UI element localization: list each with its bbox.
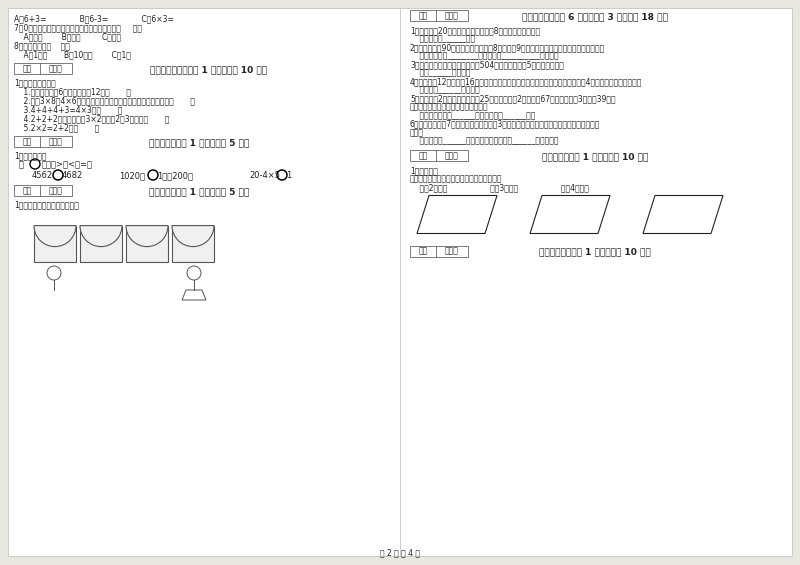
Wedge shape (34, 225, 76, 246)
Text: 5、实验小学2年级订《数学报》25份，三年级比2年级多订67份，四年级比3年级小39份，: 5、实验小学2年级订《数学报》25份，三年级比2年级多订67份，四年级比3年级小… (410, 94, 616, 103)
Text: 第 2 页 共 4 页: 第 2 页 共 4 页 (380, 549, 420, 558)
Text: 得分: 得分 (418, 246, 427, 255)
Bar (172, 225, 214, 262)
Text: 答：小红看了________页，还剩下__________页没看。: 答：小红看了________页，还剩下__________页没看。 (410, 51, 558, 60)
Text: 4682: 4682 (62, 171, 83, 180)
Text: 1千克200克: 1千克200克 (157, 171, 193, 180)
Bar (80, 225, 122, 262)
Text: 评卷人: 评卷人 (445, 246, 458, 255)
Bar (410, 10, 468, 21)
Text: 4562: 4562 (32, 171, 53, 180)
Text: 在: 在 (19, 160, 24, 169)
Text: 增加2个直角                  增加3个直角                  增加4个直角: 增加2个直角 增加3个直角 增加4个直角 (410, 183, 589, 192)
Text: 1、判断正确与否。: 1、判断正确与否。 (14, 78, 56, 87)
Text: A、直角        B、锐角         C、镢角: A、直角 B、锐角 C、镢角 (14, 32, 121, 41)
Bar (14, 136, 72, 147)
Text: 答：白熊有______只。: 答：白熊有______只。 (410, 34, 475, 44)
Text: 五、判断对与错（共 1 大题，共计 10 分）: 五、判断对与错（共 1 大题，共计 10 分） (150, 65, 267, 74)
Text: 评卷人: 评卷人 (49, 186, 62, 195)
Bar (14, 185, 72, 196)
Text: 得分: 得分 (22, 137, 31, 146)
Text: 2、小红看一本90页的书，平均每天看8页，看了9天，小红看了多少页？还剩多少页没看？: 2、小红看一本90页的书，平均每天看8页，看了9天，小红看了多少页？还剩多少页没… (410, 43, 606, 52)
Text: 1、我会比较。: 1、我会比较。 (14, 151, 46, 160)
Text: 1020克: 1020克 (119, 171, 145, 180)
Text: 评卷人: 评卷人 (49, 137, 62, 146)
Text: 十一、附加题（共 1 大题，共计 10 分）: 十一、附加题（共 1 大题，共计 10 分） (539, 247, 651, 257)
Text: 5.2×2=2+2。（       ）: 5.2×2=2+2。（ ） (14, 123, 99, 132)
Bar (410, 150, 468, 161)
Text: 1、动物园有20只黑熊，黑熊比白熊多8只，白熊有多少只？: 1、动物园有20只黑熊，黑熊比白熊多8只，白熊有多少只？ (410, 26, 540, 35)
Text: 答：______天做完。: 答：______天做完。 (410, 68, 470, 77)
Text: 七、连一连（共 1 大题，共计 5 分）: 七、连一连（共 1 大题，共计 5 分） (149, 187, 249, 196)
Text: 2.因为3×8和4×6的得数相同，所以计算时用同一句乘法口诀。（       ）: 2.因为3×8和4×6的得数相同，所以计算时用同一句乘法口诀。（ ） (14, 96, 195, 105)
Text: 给下面的图形添上一条线段，使它符合要求。: 给下面的图形添上一条线段，使它符合要求。 (410, 175, 502, 184)
Text: 3.4+4+4+3=4×3。（       ）: 3.4+4+4+3=4×3。（ ） (14, 105, 122, 114)
Text: 得分: 得分 (22, 64, 31, 73)
Text: 1.两个乘数都是6，它们的积是12。（       ）: 1.两个乘数都是6，它们的积是12。（ ） (14, 87, 131, 96)
Text: 8、食指的宽度（    ）。: 8、食指的宽度（ ）。 (14, 41, 70, 50)
Wedge shape (172, 225, 214, 246)
Text: 7、0点整的时候，钟面上时针和分针所成的角是（     ）。: 7、0点整的时候，钟面上时针和分针所成的角是（ ）。 (14, 23, 142, 32)
Text: 6、小明有故事書7本，小丽的故事书是他3倍，小丽有多少本故事书？他们一共有多少本故: 6、小明有故事書7本，小丽的故事书是他3倍，小丽有多少本故事书？他们一共有多少本… (410, 120, 600, 128)
Text: 1: 1 (286, 171, 291, 180)
Text: 评卷人: 评卷人 (445, 151, 458, 160)
Text: 4、妈妈买来12只苹果和16只梨，如果要把它们全部装在袋子里，每只袋子只能装4只水果，需要几只袋子？: 4、妈妈买来12只苹果和16只梨，如果要把它们全部装在袋子里，每只袋子只能装4只… (410, 77, 642, 86)
Text: 里填上>、<或=。: 里填上>、<或=。 (42, 160, 93, 169)
Wedge shape (126, 225, 168, 246)
Bar (34, 225, 76, 262)
Text: A、6+3=              B、6-3=              C、6×3=: A、6+3= B、6-3= C、6×3= (14, 14, 174, 23)
Text: 得分: 得分 (418, 11, 427, 20)
Text: 1、聰明屋。: 1、聰明屋。 (410, 166, 438, 175)
Text: 八、解决问题（共 6 小题，每题 3 分，共计 18 分）: 八、解决问题（共 6 小题，每题 3 分，共计 18 分） (522, 12, 668, 21)
Bar (410, 246, 468, 257)
Bar (126, 225, 168, 262)
Text: 20-4×5: 20-4×5 (249, 171, 280, 180)
Text: 评卷人: 评卷人 (445, 11, 458, 20)
Wedge shape (80, 225, 122, 246)
Text: 事书？: 事书？ (410, 128, 424, 137)
Text: 答：需要______只袋子。: 答：需要______只袋子。 (410, 85, 480, 94)
Text: 4.2+2+2用乘法表示是3×2，表示2个3相加。（       ）: 4.2+2+2用乘法表示是3×2，表示2个3相加。（ ） (14, 114, 170, 123)
Text: A、1厘米       B、10厘米        C、1米: A、1厘米 B、10厘米 C、1米 (14, 50, 131, 59)
Text: 六、比一比（共 1 大题，共计 5 分）: 六、比一比（共 1 大题，共计 5 分） (149, 138, 249, 147)
Text: 评卷人: 评卷人 (49, 64, 62, 73)
Text: 答：三年级订了______份，四年级订______份。: 答：三年级订了______份，四年级订______份。 (410, 111, 535, 120)
Text: 得分: 得分 (418, 151, 427, 160)
Text: 十、综合题（共 1 大题，共计 10 分）: 十、综合题（共 1 大题，共计 10 分） (542, 152, 648, 161)
Text: 3、一本应用题练习册，有应用题504道，红红每天做5道，几天做完？: 3、一本应用题练习册，有应用题504道，红红每天做5道，几天做完？ (410, 60, 564, 69)
Text: 1、连一连镜子里看到的图像。: 1、连一连镜子里看到的图像。 (14, 200, 79, 209)
Text: 三年级订了多少份？四年级订多少份？: 三年级订了多少份？四年级订多少份？ (410, 102, 489, 111)
Text: 答：小丽有______本故事书，他们一共有______本故事书。: 答：小丽有______本故事书，他们一共有______本故事书。 (410, 137, 558, 146)
Text: 得分: 得分 (22, 186, 31, 195)
Bar (14, 63, 72, 74)
